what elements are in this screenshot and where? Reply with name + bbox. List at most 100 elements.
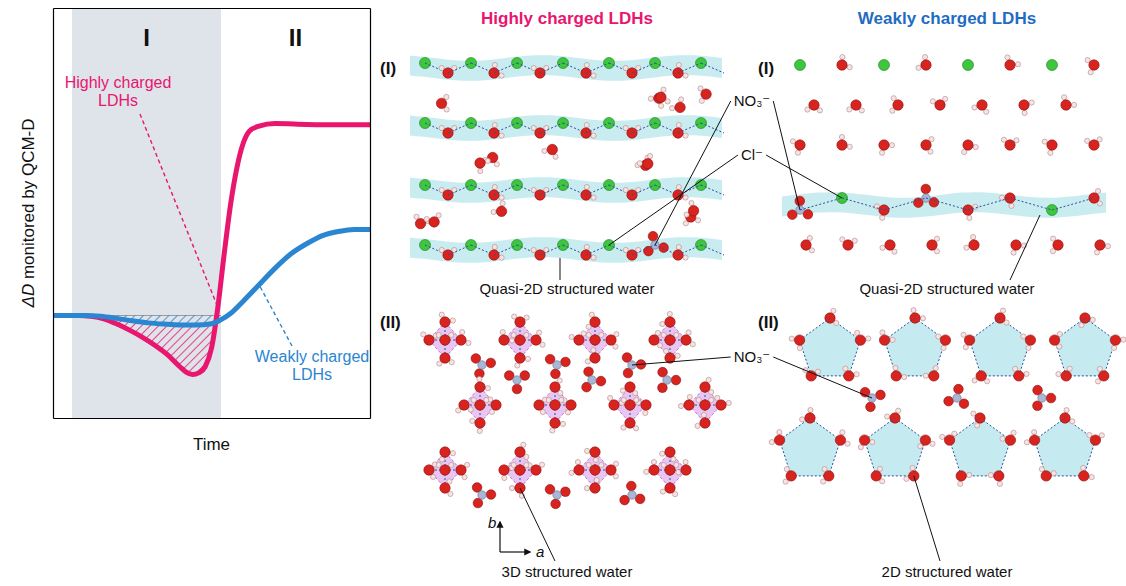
hydrogen xyxy=(790,139,795,144)
hydrogen xyxy=(845,441,850,446)
oxygen xyxy=(658,367,668,377)
hydrogen xyxy=(584,62,589,67)
hydrogen xyxy=(847,107,852,112)
water xyxy=(542,144,558,159)
hydrogen-bond xyxy=(494,63,517,73)
hydrogen-bond xyxy=(970,340,982,376)
hydrogen xyxy=(807,235,812,240)
oxygen xyxy=(794,335,804,345)
hydrogen xyxy=(676,244,681,249)
hydrogen xyxy=(499,195,504,200)
oxygen xyxy=(590,447,600,457)
water xyxy=(586,462,604,475)
water xyxy=(927,236,940,254)
hydrogen xyxy=(491,209,496,214)
hydrogen xyxy=(715,395,720,400)
hydrogen xyxy=(584,184,589,189)
water xyxy=(1061,95,1077,111)
oxygen xyxy=(625,400,635,410)
water-band xyxy=(410,237,722,263)
column-title: Highly charged LDHs xyxy=(481,9,653,28)
callout-line xyxy=(655,101,731,245)
oxygen xyxy=(626,481,636,491)
hydrogen xyxy=(509,485,514,490)
hydrogen xyxy=(930,441,935,446)
water xyxy=(512,314,530,327)
hydrogen xyxy=(500,329,505,334)
hydrogen-bond xyxy=(448,63,471,73)
water xyxy=(660,483,677,497)
hydrogen xyxy=(1067,366,1072,371)
water xyxy=(847,100,865,113)
hydrogen xyxy=(922,54,927,59)
hydrogen xyxy=(902,374,907,379)
nitrate xyxy=(582,367,606,392)
hydrogen xyxy=(569,470,574,475)
hydrogen xyxy=(492,184,497,189)
water xyxy=(456,329,471,345)
oxygen xyxy=(649,465,659,475)
hydrogen xyxy=(593,457,598,462)
water xyxy=(1005,55,1021,70)
water xyxy=(546,397,564,410)
hydrogen xyxy=(923,373,928,378)
hydrogen xyxy=(655,330,660,335)
hydrogen xyxy=(891,96,896,101)
hydrogen xyxy=(690,342,695,347)
oxygen xyxy=(635,494,645,504)
water xyxy=(1024,430,1039,446)
water xyxy=(681,330,696,347)
nitrate xyxy=(545,485,570,509)
hydrogen xyxy=(591,255,596,260)
hydrogen xyxy=(997,481,1002,486)
hydrogen-bond xyxy=(865,418,895,440)
hydrogen-bond xyxy=(678,63,701,73)
water xyxy=(678,394,694,410)
pentagon xyxy=(1055,318,1116,376)
water xyxy=(835,430,850,447)
oxygen xyxy=(625,382,635,392)
water xyxy=(988,471,1004,487)
water xyxy=(696,397,714,410)
oxygen xyxy=(876,390,886,400)
hydrogen-bond xyxy=(1035,418,1065,440)
hydrogen-bond xyxy=(800,318,830,340)
hydrogen xyxy=(660,321,665,326)
hydrogen xyxy=(808,407,813,412)
hydrogen xyxy=(893,365,898,370)
nitrogen xyxy=(953,394,961,402)
nitrogen xyxy=(628,491,636,499)
hydrogen xyxy=(910,465,915,470)
oxygen xyxy=(1025,335,1035,345)
water xyxy=(1011,240,1027,255)
panel-weakly-I xyxy=(782,54,1111,255)
hydrogen xyxy=(477,428,482,433)
hydrogen xyxy=(509,338,514,343)
water xyxy=(936,334,951,351)
water xyxy=(879,330,895,346)
water xyxy=(999,193,1015,209)
water xyxy=(825,308,839,325)
hydrogen xyxy=(967,215,972,220)
callout-label: NO₃⁻ xyxy=(734,92,771,109)
hydrogen xyxy=(843,366,848,371)
water xyxy=(1085,58,1099,75)
water xyxy=(789,335,805,351)
row-label: (I) xyxy=(380,59,396,78)
hydrogen-bond xyxy=(950,418,980,440)
water xyxy=(606,461,619,479)
hydrogen-bond xyxy=(678,185,701,195)
water xyxy=(456,462,470,479)
hydrogen xyxy=(815,369,820,374)
hydrogen xyxy=(1056,371,1061,376)
hydrogen-bond xyxy=(632,245,655,255)
oxygen xyxy=(475,400,485,410)
hydrogen xyxy=(858,445,863,450)
oxygen xyxy=(561,487,571,497)
water xyxy=(581,184,596,200)
hydrogen xyxy=(880,245,885,250)
oxygen xyxy=(786,471,796,481)
hydrogen xyxy=(684,212,689,217)
oxygen xyxy=(879,140,889,150)
oxygen xyxy=(944,396,954,406)
